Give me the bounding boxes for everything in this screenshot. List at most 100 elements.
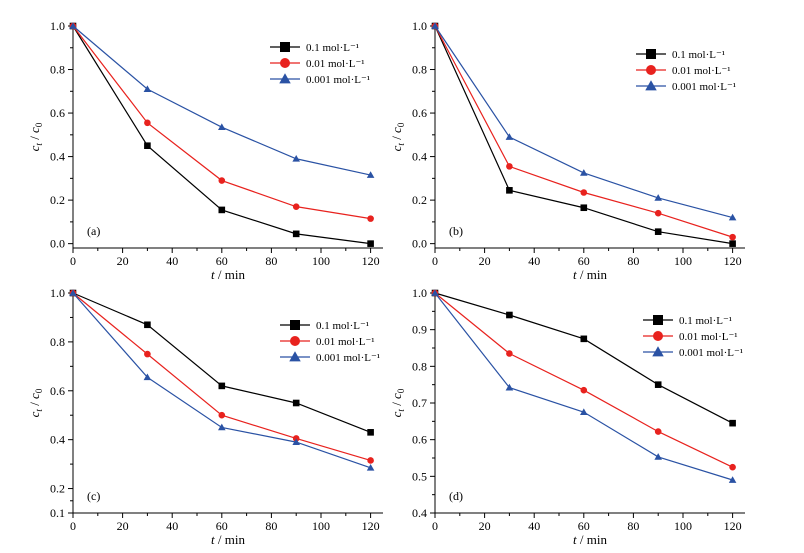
legend-marker [646, 49, 656, 59]
data-point [144, 142, 151, 150]
legend-label: 0.001 mol·L⁻¹ [679, 347, 743, 359]
legend-marker [653, 331, 663, 341]
data-point [654, 428, 662, 435]
data-point [580, 204, 588, 212]
data-point [218, 177, 226, 184]
data-point [506, 350, 513, 357]
x-tick-label: 80 [265, 254, 277, 268]
y-tick-label: 0.0 [412, 237, 427, 251]
y-tick-label: 0.8 [50, 335, 65, 349]
data-point [654, 453, 662, 460]
y-tick-label: 1.0 [412, 19, 427, 33]
x-tick-label: 100 [674, 254, 692, 268]
data-point [580, 189, 588, 196]
panel-label: (a) [87, 224, 100, 238]
data-point [580, 408, 588, 416]
x-tick-label: 20 [117, 254, 129, 268]
y-tick-label: 0.4 [412, 150, 427, 164]
y-axis-label: ct / c0 [27, 122, 44, 151]
panel-label: (b) [449, 224, 463, 238]
legend-marker [653, 315, 663, 325]
x-tick-label: 80 [627, 254, 639, 268]
y-tick-label: 0.0 [50, 237, 65, 251]
data-point [367, 429, 374, 436]
y-tick-label: 0.7 [412, 396, 427, 410]
y-tick-label: 1.0 [412, 286, 427, 300]
data-point [431, 289, 439, 296]
data-point [292, 438, 300, 445]
data-point [367, 457, 374, 464]
legend: 0.1 mol·L⁻¹ 0.01 mol·L⁻¹ 0.001 mol·L⁻¹ [270, 42, 370, 86]
legend-marker [645, 80, 657, 91]
y-tick-label: 0.6 [412, 106, 427, 120]
data-point [218, 411, 226, 419]
x-tick-label: 20 [479, 254, 491, 268]
y-axis-label: ct / c0 [27, 388, 44, 417]
x-tick-label: 120 [362, 254, 380, 268]
data-point [218, 382, 226, 390]
data-point [143, 85, 152, 92]
data-point [431, 22, 439, 29]
x-axis-label: t / min [573, 532, 607, 547]
y-tick-label: 0.2 [412, 193, 427, 207]
data-point [218, 423, 226, 431]
legend-label: 0.1 mol·L⁻¹ [679, 315, 732, 327]
legend: 0.1 mol·L⁻¹ 0.01 mol·L⁻¹ 0.001 mol·L⁻¹ [643, 315, 743, 359]
data-point [69, 289, 77, 296]
y-tick-label: 0.2 [50, 193, 65, 207]
y-axis-label: ct / c0 [389, 388, 406, 417]
data-point [366, 171, 375, 178]
y-axis-label: ct / c0 [389, 122, 406, 151]
data-point [218, 206, 226, 214]
data-point [506, 163, 513, 170]
series-line-2 [72, 25, 371, 220]
y-tick-label: 0.8 [412, 63, 427, 77]
x-axis-label: t / min [211, 532, 245, 547]
panel-label: (d) [449, 489, 463, 503]
x-tick-label: 100 [312, 519, 330, 533]
x-tick-label: 60 [578, 254, 590, 268]
data-point [144, 119, 151, 127]
y-tick-label: 0.4 [50, 150, 65, 164]
data-point [654, 194, 662, 201]
data-point [505, 133, 514, 140]
y-tick-label: 0.4 [50, 433, 65, 447]
data-point [292, 399, 300, 407]
y-tick-label: 0.5 [412, 469, 427, 483]
legend-label: 0.001 mol·L⁻¹ [306, 74, 370, 86]
data-point [729, 233, 736, 241]
y-tick-label: 0.1 [50, 506, 65, 520]
legend-label: 0.01 mol·L⁻¹ [672, 65, 731, 77]
x-tick-label: 120 [362, 519, 380, 533]
y-tick-label: 0.8 [50, 63, 65, 77]
legend-label: 0.001 mol·L⁻¹ [316, 352, 380, 364]
data-point [505, 383, 514, 391]
data-point [292, 230, 300, 238]
x-tick-label: 40 [166, 519, 178, 533]
legend-marker [279, 73, 291, 84]
x-tick-label: 60 [216, 519, 228, 533]
legend-marker [289, 351, 301, 362]
data-point [292, 203, 300, 210]
chart-panel-3: 0 20 40 60 80 100 120 0.1 0.2 0.4 0.6 0.8 1.0 t / min… [27, 286, 383, 547]
x-tick-label: 100 [312, 254, 330, 268]
chart-panel-1: 0 20 40 60 80 100 120 0.0 0.2 0.4 0.6 0.8 1.0 t / min… [27, 19, 383, 282]
y-tick-label: 0.4 [412, 506, 427, 520]
data-point [69, 22, 77, 29]
legend: 0.1 mol·L⁻¹ 0.01 mol·L⁻¹ 0.001 mol·L⁻¹ [636, 49, 736, 93]
data-point [367, 215, 374, 222]
y-tick-label: 0.6 [50, 384, 65, 398]
legend-label: 0.1 mol·L⁻¹ [672, 49, 725, 61]
legend-marker [290, 336, 300, 346]
x-tick-label: 40 [528, 519, 540, 533]
x-tick-label: 20 [479, 519, 491, 533]
data-point [728, 213, 737, 221]
data-point [506, 187, 513, 194]
x-tick-label: 60 [578, 519, 590, 533]
legend-label: 0.1 mol·L⁻¹ [306, 42, 359, 54]
x-tick-label: 0 [432, 519, 438, 533]
legend-marker [652, 346, 664, 357]
x-tick-label: 100 [674, 519, 692, 533]
y-tick-label: 0.8 [412, 359, 427, 373]
